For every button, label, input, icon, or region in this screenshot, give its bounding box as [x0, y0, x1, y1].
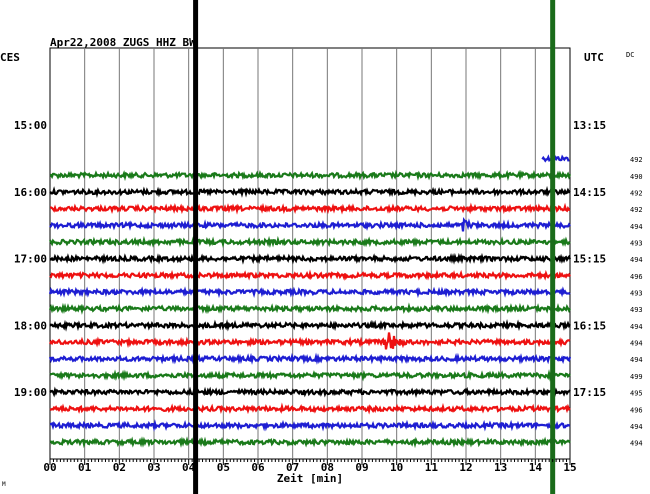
corner-mark: M	[2, 481, 6, 488]
x-axis-label: Zeit [min]	[277, 472, 343, 485]
trace-row-18	[48, 352, 572, 365]
dc-value-label: 492	[630, 189, 643, 197]
dc-value-label: 496	[630, 273, 643, 281]
x-tick-label: 15	[563, 461, 576, 474]
dc-value-label: 494	[630, 340, 643, 348]
x-axis: 00 01 02 03 04 05 06 07 08 09 10 11 12 13 14 15	[43, 459, 577, 474]
x-tick-label: 03	[147, 461, 160, 474]
trace-row-22	[49, 419, 571, 432]
right-time-label: 14:15	[573, 186, 606, 199]
x-tick-label: 06	[251, 461, 265, 474]
dc-value-label: 494	[630, 223, 643, 231]
grid	[49, 47, 571, 460]
left-time-label: 15:00	[14, 119, 47, 132]
dc-value-label: 494	[630, 256, 643, 264]
trace-row-8	[49, 185, 571, 199]
x-tick-label: 10	[390, 461, 403, 474]
trace-row-13	[49, 269, 571, 281]
x-tick-label: 02	[113, 461, 126, 474]
x-tick-label: 14	[529, 461, 543, 474]
trace-row-9	[49, 202, 571, 215]
dc-value-label: 493	[630, 290, 643, 298]
dc-value-label: 496	[630, 406, 643, 414]
trace-row-17	[49, 332, 571, 350]
chart-title: Apr22,2008 ZUGS HHZ BW	[50, 36, 196, 49]
trace-row-12	[49, 252, 572, 265]
x-tick-label: 01	[78, 461, 92, 474]
x-tick-label: 08	[321, 461, 334, 474]
right-time-label: 13:15	[573, 119, 606, 132]
right-time-label: 15:15	[573, 253, 606, 266]
trace-row-6	[541, 154, 570, 163]
dc-value-label: 499	[630, 373, 643, 381]
trace-row-16	[49, 318, 571, 332]
left-axis-label: CES	[0, 51, 20, 64]
left-time-label: 18:00	[14, 319, 47, 332]
x-tick-label: 11	[425, 461, 439, 474]
right-axis-label: UTC	[584, 51, 604, 64]
left-time-label: 19:00	[14, 386, 47, 399]
trace-row-10	[49, 217, 571, 232]
x-tick-label: 09	[355, 461, 368, 474]
trace-row-21	[49, 402, 571, 415]
dc-value-label: 494	[630, 423, 643, 431]
dc-value-label: 493	[630, 239, 643, 247]
x-tick-label: 12	[459, 461, 472, 474]
traces	[48, 154, 572, 449]
x-tick-label: 05	[217, 461, 230, 474]
dc-value-label: 492	[630, 156, 643, 164]
trace-row-11	[49, 235, 571, 249]
left-time-label: 17:00	[14, 253, 47, 266]
x-tick-label: 13	[494, 461, 507, 474]
trace-row-7	[49, 169, 572, 182]
plot-frame	[49, 47, 571, 460]
dc-value-label: 490	[630, 173, 643, 181]
x-tick-label: 07	[286, 461, 299, 474]
trace-row-20	[49, 386, 571, 398]
x-tick-label: 00	[43, 461, 56, 474]
right-time-label: 17:15	[573, 386, 606, 399]
right-time-label: 16:15	[573, 319, 606, 332]
x-tick-label: 04	[182, 461, 196, 474]
dc-value-label: 494	[630, 323, 643, 331]
trace-row-15	[48, 302, 571, 315]
dc-column-label: DC	[626, 51, 634, 59]
dc-value-label: 494	[630, 440, 643, 448]
time-labels: 492 490 492 492 494 493 494 496 493 493 494 494 494 4…	[14, 119, 643, 447]
dc-value-label: 495	[630, 390, 643, 398]
trace-row-19	[49, 369, 571, 382]
dc-value-label: 494	[630, 356, 643, 364]
left-time-label: 16:00	[14, 186, 47, 199]
trace-row-23	[49, 436, 571, 449]
trace-row-14	[48, 286, 571, 299]
dc-value-label: 493	[630, 306, 643, 314]
markers	[193, 0, 556, 494]
dc-value-label: 492	[630, 206, 643, 214]
